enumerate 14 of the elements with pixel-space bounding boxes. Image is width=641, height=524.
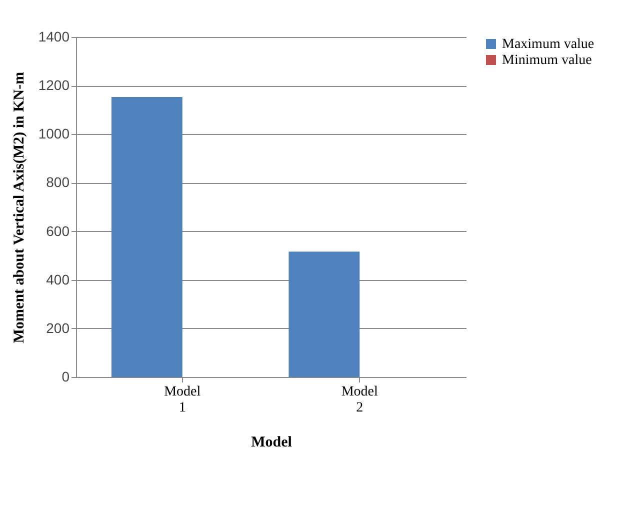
x-tick-label: Model 1 (164, 384, 201, 416)
y-tick-label: 800 (46, 174, 70, 190)
x-tick-label: Model 2 (341, 384, 378, 416)
y-tick-label: 1200 (38, 77, 70, 94)
y-tick-label: 200 (46, 320, 70, 336)
x-axis-title: Model (251, 434, 292, 450)
y-tick-label: 1400 (38, 28, 70, 44)
y-tick-label: 1000 (38, 126, 70, 142)
legend-label: Maximum value (502, 37, 594, 52)
y-axis-title: Moment about Vertical Axis(M2) in KN-m (11, 71, 28, 344)
y-tick-label: 600 (46, 222, 70, 239)
y-tick-label: 400 (46, 271, 70, 288)
legend-label: Minimum value (502, 53, 592, 68)
y-tick-label: 0 (62, 368, 70, 384)
